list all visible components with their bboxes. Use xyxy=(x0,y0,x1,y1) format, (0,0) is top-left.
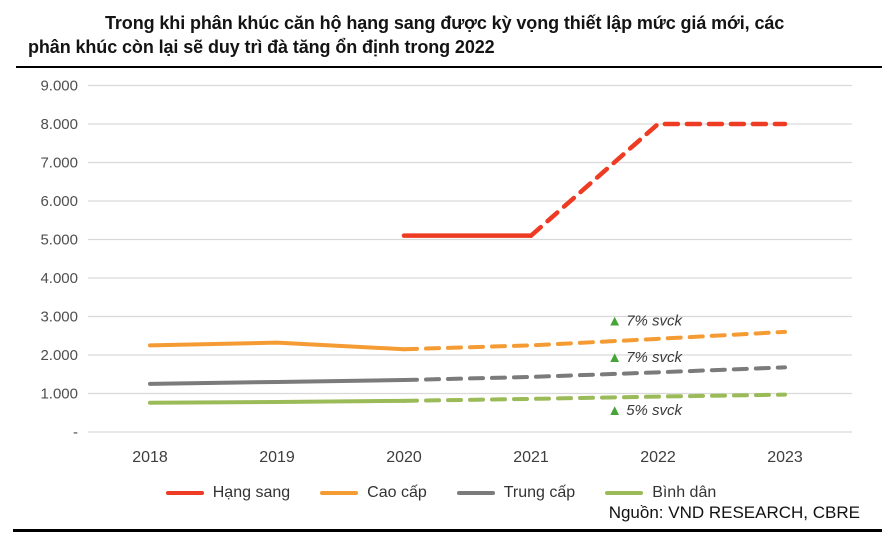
growth-annotation: ▲ 7% svck xyxy=(607,312,683,329)
x-axis-tick-label: 2021 xyxy=(513,449,549,466)
y-axis-tick-label: 9.000 xyxy=(40,78,78,95)
series-line-binh-dan-actual xyxy=(148,398,406,405)
legend-label: Cao cấp xyxy=(367,484,427,501)
legend-label: Hạng sang xyxy=(212,484,291,501)
series-line-trung-cap-forecast xyxy=(402,365,787,383)
triangle-up-icon: ▲ xyxy=(607,402,626,419)
series-line-cao-cap-forecast xyxy=(402,329,787,352)
triangle-up-icon: ▲ xyxy=(607,349,626,366)
x-axis-tick-label: 2022 xyxy=(640,449,676,466)
legend-item-hang-sang: Hạng sang xyxy=(165,484,291,502)
x-axis-tick-label: 2023 xyxy=(767,449,803,466)
y-axis-tick-label: 6.000 xyxy=(40,193,78,210)
legend-line-swatch xyxy=(165,491,204,495)
growth-annotation: ▲ 7% svck xyxy=(607,349,683,366)
triangle-up-icon: ▲ xyxy=(607,312,626,329)
legend-line-swatch xyxy=(320,491,359,495)
x-axis-tick-label: 2018 xyxy=(132,449,168,466)
x-axis-tick-label: 2020 xyxy=(386,449,422,466)
series-line-cao-cap-actual xyxy=(148,340,406,352)
y-axis-tick-label: - xyxy=(73,424,78,441)
y-axis-tick-label: 2.000 xyxy=(40,347,78,364)
legend-item-binh-dan: Bình dân xyxy=(605,484,716,502)
chart-title-line1: Trong khi phân khúc căn hộ hạng sang đượ… xyxy=(105,13,785,33)
title-divider xyxy=(16,66,882,68)
y-axis-tick-label: 4.000 xyxy=(40,270,78,287)
series-line-trung-cap-actual xyxy=(148,378,406,386)
legend-label: Trung cấp xyxy=(503,484,576,501)
growth-annotation: ▲ 5% svck xyxy=(607,402,683,419)
bottom-divider xyxy=(13,529,882,532)
growth-annotation-label: 7% svck xyxy=(626,312,683,329)
legend-item-cao-cap: Cao cấp xyxy=(320,484,427,502)
y-axis-tick-label: 5.000 xyxy=(40,232,78,249)
series-line-hang-sang-forecast xyxy=(528,121,788,238)
legend-item-trung-cap: Trung cấp xyxy=(456,484,576,502)
y-axis-tick-label: 8.000 xyxy=(40,116,78,133)
legend-label: Bình dân xyxy=(652,484,717,501)
legend-line-swatch xyxy=(456,491,495,495)
chart-title: Trong khi phân khúc căn hộ hạng sang đượ… xyxy=(28,11,862,59)
y-axis-tick-label: 3.000 xyxy=(40,309,78,326)
y-axis-tick-label: 1.000 xyxy=(40,386,78,403)
y-axis-tick-label: 7.000 xyxy=(40,155,78,172)
source-caption: Nguồn: VND RESEARCH, CBRE xyxy=(608,503,860,522)
chart-legend: Hạng sang Cao cấp Trung cấp Bình dân xyxy=(0,484,882,502)
chart-title-line2: phân khúc còn lại sẽ duy trì đà tăng ổn … xyxy=(28,37,495,57)
series-line-binh-dan-forecast xyxy=(402,392,787,403)
legend-line-swatch xyxy=(605,491,644,495)
x-axis-tick-label: 2019 xyxy=(259,449,295,466)
growth-annotation-label: 7% svck xyxy=(626,349,683,366)
growth-annotation-label: 5% svck xyxy=(626,402,683,419)
